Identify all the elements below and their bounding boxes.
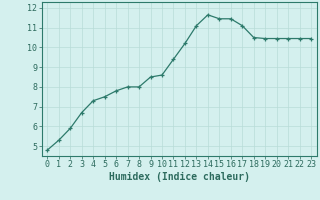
- X-axis label: Humidex (Indice chaleur): Humidex (Indice chaleur): [109, 172, 250, 182]
